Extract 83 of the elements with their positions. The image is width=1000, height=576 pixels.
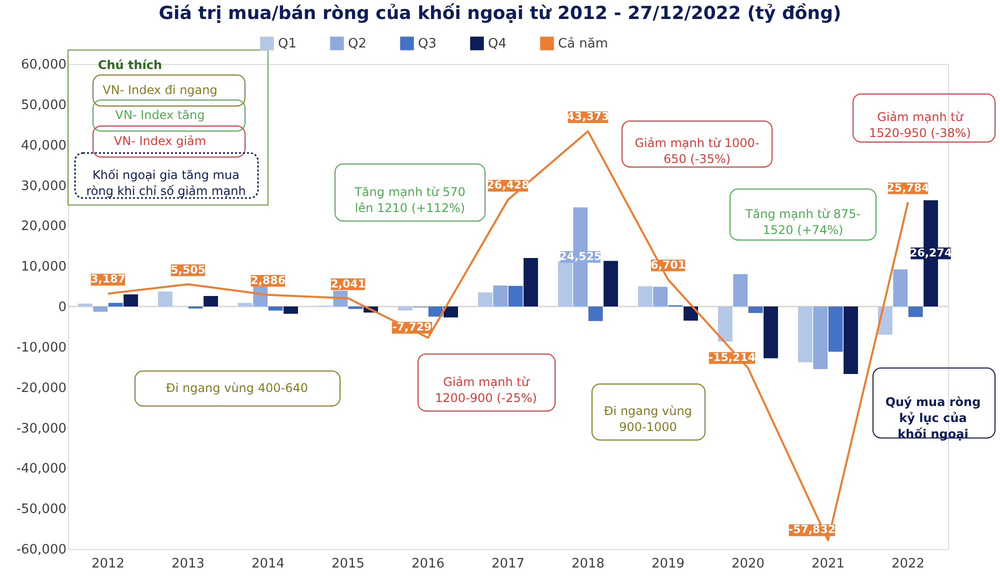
- bar: [478, 292, 492, 306]
- bar: [638, 286, 652, 306]
- annotation: Đi ngang vùng 900-1000: [604, 404, 692, 434]
- bar: [158, 292, 172, 306]
- bar: [78, 304, 92, 306]
- bar: [733, 274, 748, 306]
- data-label: -15,214: [708, 350, 756, 364]
- legend-label: Cả năm: [558, 36, 608, 52]
- y-tick-label: 50,000: [21, 98, 66, 113]
- bar: [813, 306, 828, 370]
- legend-label: Q1: [278, 36, 297, 52]
- chart-title: Giá trị mua/bán ròng của khối ngoại từ 2012 - 27/12/2022 (tỷ đồng): [158, 3, 842, 24]
- annotation: Tăng mạnh từ 875- 1520 (+74%): [744, 207, 861, 237]
- bar: [398, 306, 412, 311]
- data-label: 2,041: [330, 277, 366, 290]
- bar: [524, 258, 538, 306]
- bar: [238, 302, 252, 306]
- bar: [604, 260, 618, 306]
- bar: [908, 306, 923, 318]
- y-tick-label: -50,000: [16, 502, 66, 518]
- y-tick-label: -60,000: [16, 542, 66, 558]
- y-tick-label: 60,000: [21, 58, 66, 72]
- bar: [764, 306, 778, 358]
- bar: [748, 306, 763, 313]
- bar: [653, 286, 668, 306]
- annotation: Chú thích: [98, 58, 162, 72]
- bar: [268, 306, 283, 311]
- bar: [493, 285, 508, 306]
- y-tick-label: -20,000: [16, 380, 66, 396]
- bar: [124, 294, 138, 306]
- x-tick-label: 2021: [811, 556, 845, 572]
- y-tick-label: 30,000: [21, 178, 66, 194]
- bar: [798, 306, 812, 362]
- y-tick-label: 10,000: [21, 260, 66, 275]
- x-tick-label: 2014: [251, 556, 285, 572]
- bar: [428, 306, 443, 317]
- bar: [444, 306, 458, 318]
- x-tick-label: 2017: [491, 556, 525, 572]
- x-tick-label: 2013: [171, 556, 205, 572]
- y-tick-label: -30,000: [16, 421, 66, 436]
- x-tick-label: 2022: [891, 556, 925, 572]
- legend-label: Q3: [418, 36, 437, 52]
- legend-label: Q4: [488, 36, 507, 52]
- annotation: Giảm mạnh từ 1520-950 (-38%): [869, 110, 971, 140]
- bar: [684, 306, 698, 321]
- bar: [828, 306, 843, 352]
- bar: [508, 286, 523, 306]
- bar: [558, 261, 572, 306]
- data-label: 6,701: [650, 258, 686, 272]
- y-tick-label: -10,000: [16, 340, 66, 356]
- x-tick-label: 2016: [411, 556, 445, 572]
- annotation: Khối ngoại gia tăng mua ròng khi chỉ số giảm mạnh: [86, 168, 246, 198]
- data-label: -57,832: [788, 523, 836, 536]
- y-tick-label: 20,000: [21, 219, 66, 234]
- annotation: VN- Index đi ngang: [102, 83, 218, 97]
- x-tick-label: 2019: [651, 556, 685, 572]
- bar: [588, 306, 603, 322]
- bar: [93, 306, 108, 312]
- annotation: Giảm mạnh từ 1200-900 (-25%): [435, 375, 537, 405]
- y-tick-label: 0: [58, 300, 66, 315]
- y-tick-label: 40,000: [21, 138, 66, 154]
- x-tick-label: 2012: [91, 556, 125, 572]
- y-tick-label: -40,000: [16, 462, 66, 477]
- x-tick-label: 2020: [731, 556, 765, 572]
- data-label: 2,886: [250, 274, 286, 287]
- annotation: Tăng mạnh từ 570 lên 1210 (+112%): [354, 185, 466, 215]
- bar: [844, 306, 858, 374]
- x-tick-label: 2015: [331, 556, 365, 572]
- bar: [204, 296, 218, 306]
- bar: [718, 306, 732, 342]
- data-label: -7,729: [392, 320, 432, 334]
- annotation: Giảm mạnh từ 1000- 650 (-35%): [634, 136, 760, 166]
- bar: [893, 269, 908, 306]
- data-label: 3,187: [90, 272, 126, 286]
- annotation: VN- Index tăng: [115, 108, 205, 122]
- annotation: VN- Index giảm: [114, 134, 206, 148]
- bar: [284, 306, 298, 314]
- data-label: 26,274: [910, 246, 952, 260]
- legend-label: Q2: [348, 36, 367, 52]
- data-label: 5,505: [170, 263, 206, 276]
- x-tick-label: 2018: [571, 556, 605, 572]
- annotation: Đi ngang vùng 400-640: [166, 381, 308, 395]
- bar: [108, 302, 123, 306]
